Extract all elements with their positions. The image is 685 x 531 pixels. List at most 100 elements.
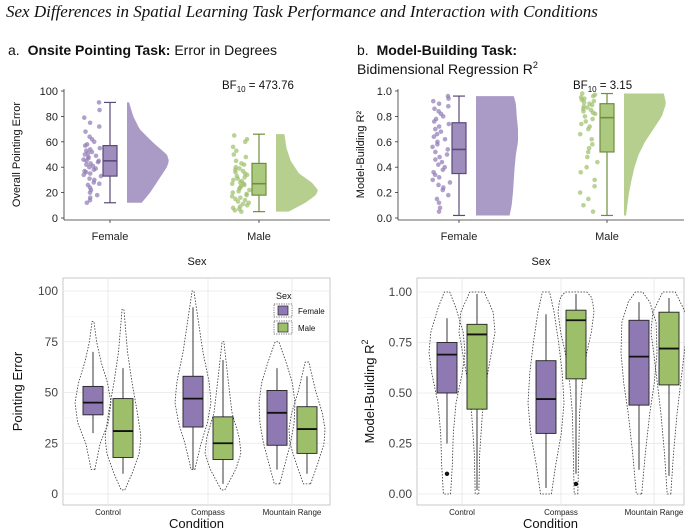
data-point xyxy=(431,134,437,140)
data-point xyxy=(93,153,99,159)
data-point xyxy=(96,100,102,105)
data-point xyxy=(87,190,93,195)
data-point xyxy=(440,167,446,173)
data-point xyxy=(442,136,448,142)
x-tick-label: Compass xyxy=(544,508,578,517)
panel-b-subtitle: Bidimensional Regression R2 xyxy=(357,60,538,77)
box xyxy=(628,319,650,406)
y-tick-label: 25 xyxy=(45,436,59,450)
violin-outline xyxy=(527,291,565,495)
box xyxy=(599,103,615,153)
y-tick-label: 20 xyxy=(46,188,58,200)
data-point xyxy=(581,203,586,208)
data-point xyxy=(584,164,589,170)
data-point xyxy=(430,98,436,104)
panel-b-title: b. Model-Building Task: xyxy=(357,42,517,58)
x-tick-label: Male xyxy=(595,231,619,243)
panel-b-title-bold: Model-Building Task: xyxy=(377,42,518,58)
data-point xyxy=(91,167,97,173)
data-point xyxy=(87,164,92,170)
data-point xyxy=(91,180,97,185)
legend-title: Sex xyxy=(276,291,292,301)
panel-a-title: a. Onsite Pointing Task: Error in Degree… xyxy=(8,42,277,58)
box xyxy=(436,342,458,394)
data-point xyxy=(590,142,595,147)
data-point xyxy=(446,96,451,101)
data-point xyxy=(87,197,93,203)
data-point xyxy=(82,143,88,148)
data-point xyxy=(440,114,446,119)
data-point xyxy=(229,194,235,199)
data-point xyxy=(577,190,583,195)
data-point xyxy=(95,159,101,165)
violin-outline xyxy=(258,341,296,485)
box xyxy=(296,406,318,454)
violin-outline xyxy=(104,308,142,491)
data-point xyxy=(436,162,441,167)
plot-a: 0 20 40 60 80 100 Overall Pointing Error Sex Fem… xyxy=(11,86,330,268)
x-tick-label: Control xyxy=(95,508,121,517)
plot-c: 0 25 50 75 100 Pointing Error Condition Control… xyxy=(10,277,331,531)
data-point xyxy=(235,176,241,181)
data-point xyxy=(586,196,591,202)
data-point xyxy=(436,200,442,206)
data-point xyxy=(432,126,438,132)
data-point xyxy=(231,133,237,138)
data-point xyxy=(97,145,103,151)
data-point xyxy=(437,154,442,160)
data-point xyxy=(233,169,238,175)
data-point xyxy=(436,175,442,180)
data-point xyxy=(242,197,248,203)
data-point xyxy=(581,100,587,105)
data-point xyxy=(82,152,88,157)
y-tick-label: 1.0 xyxy=(377,86,392,98)
outlier-point xyxy=(573,481,579,487)
y-tick-label: 0 xyxy=(52,213,58,225)
data-point xyxy=(435,142,440,147)
data-point xyxy=(84,200,90,206)
data-point xyxy=(233,158,239,164)
data-point xyxy=(242,139,248,145)
data-point xyxy=(440,187,446,193)
data-point xyxy=(445,147,451,152)
data-point xyxy=(244,203,250,208)
data-point xyxy=(585,154,590,160)
x-tick-label: Compass xyxy=(191,508,225,517)
data-point xyxy=(590,93,596,99)
data-point xyxy=(87,171,93,176)
data-point xyxy=(434,196,440,202)
data-point xyxy=(83,129,88,134)
data-point xyxy=(586,145,592,151)
data-point xyxy=(84,162,89,167)
violin-outline xyxy=(458,291,496,495)
data-point xyxy=(446,121,452,127)
legend-label: Male xyxy=(298,324,316,333)
box xyxy=(182,375,204,428)
data-point xyxy=(583,119,589,124)
data-point xyxy=(447,180,453,185)
data-point xyxy=(238,195,243,200)
y-tick-label: 40 xyxy=(46,162,58,174)
x-tick-label: Mountain Range xyxy=(625,508,684,517)
data-point xyxy=(591,98,597,104)
box xyxy=(451,122,467,175)
violin-outline xyxy=(74,321,112,471)
density-cloud xyxy=(476,96,518,216)
panel-b-bayes-factor: BF10 = 3.15 xyxy=(573,80,632,94)
data-point xyxy=(592,183,597,189)
data-point xyxy=(433,149,438,155)
x-axis-label: Condition xyxy=(169,516,224,531)
y-tick-label: 100 xyxy=(38,284,58,298)
y-tick-label: 60 xyxy=(46,137,58,149)
box xyxy=(535,360,557,434)
data-point xyxy=(247,187,252,193)
x-axis-label: Sex xyxy=(188,256,207,268)
y-axis-label: Model-Building R2 xyxy=(360,339,377,443)
data-point xyxy=(585,149,591,155)
panel-a-bayes-factor: BF10 = 473.76 xyxy=(222,80,294,94)
data-point xyxy=(578,169,584,175)
data-point xyxy=(445,192,451,198)
data-point xyxy=(432,172,438,178)
density-cloud xyxy=(276,134,318,212)
